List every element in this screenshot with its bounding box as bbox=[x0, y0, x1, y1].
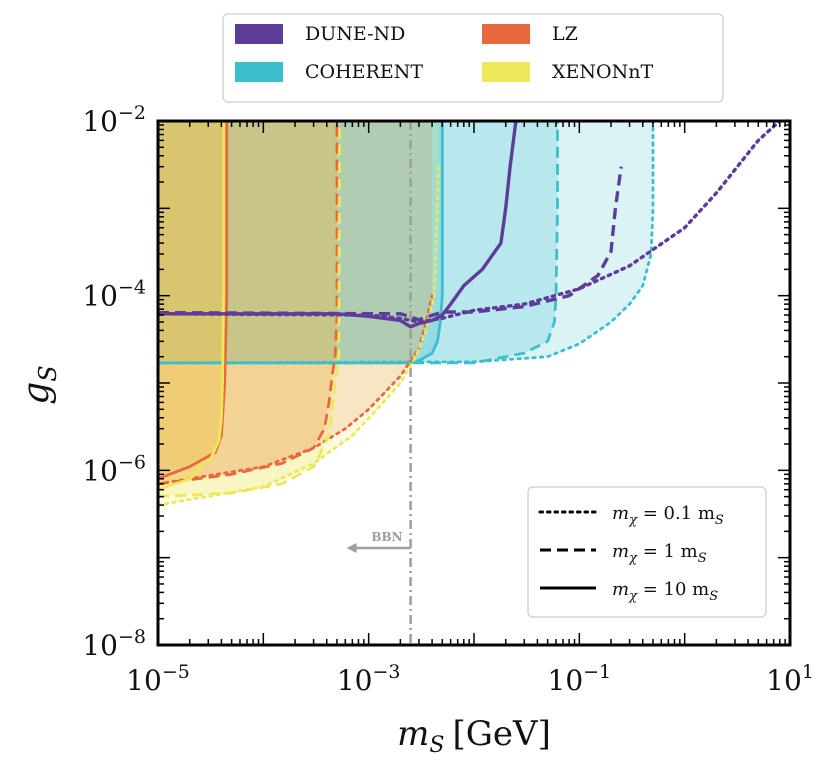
y-tick-label: 10−6 bbox=[82, 451, 146, 487]
experiment-legend-box bbox=[222, 13, 724, 103]
x-tick-label: 10−3 bbox=[337, 661, 401, 697]
bbn-label: BBN bbox=[371, 530, 402, 544]
legend-label-coherent: COHERENT bbox=[305, 61, 423, 83]
curve-xenonnt-dotted bbox=[158, 165, 440, 507]
curve-dune-nd-dotted bbox=[158, 121, 782, 324]
region-lz-solid bbox=[158, 121, 227, 479]
curve-coherent-dashed bbox=[158, 121, 559, 365]
legend-swatch-xenonnt bbox=[482, 62, 530, 82]
legend-label-xenonnt: XENONnT bbox=[552, 61, 653, 83]
legend-swatch-lz bbox=[482, 24, 530, 44]
curve-dune-nd-solid bbox=[158, 121, 518, 329]
x-tick-label: 10−5 bbox=[126, 661, 190, 697]
x-axis-title: mS [GeV] bbox=[397, 714, 551, 758]
legend-style-label-dashed: mχ = 1 mS bbox=[612, 541, 707, 566]
region-lz-dashed bbox=[158, 121, 337, 484]
bbn-arrowhead bbox=[346, 543, 357, 553]
bbn-bound: BBN bbox=[346, 121, 412, 645]
curve-xenonnt-solid bbox=[158, 121, 225, 492]
legend-style-label-dotted: mχ = 0.1 mS bbox=[612, 503, 724, 528]
x-tick-label: 101 bbox=[766, 661, 814, 697]
curve-lz-dotted bbox=[158, 294, 434, 486]
curve-dune-nd-dashed bbox=[158, 166, 623, 322]
y-tick-label: 10−8 bbox=[82, 626, 146, 662]
axes: 10−5 10−3 10−1 101 10−8 10−6 10−4 10−2 mS [GeV] gS bbox=[16, 102, 814, 758]
y-axis-title: gS bbox=[16, 365, 62, 405]
linestyle-legend: mχ = 0.1 mS mχ = 1 mS mχ = 10 mS bbox=[527, 486, 767, 618]
y-tick-label: 10−2 bbox=[82, 102, 146, 138]
legend-label-lz: LZ bbox=[552, 23, 578, 45]
y-tick-label: 10−4 bbox=[82, 277, 146, 313]
legend-swatch-dune-nd bbox=[235, 24, 283, 44]
legend-swatch-coherent bbox=[235, 62, 283, 82]
curve-lz-dashed bbox=[158, 121, 339, 486]
region-xenonnt-solid bbox=[158, 121, 224, 490]
experiment-legend: DUNE-ND COHERENT LZ XENONnT bbox=[222, 13, 724, 103]
region-coherent-dashed bbox=[158, 121, 558, 363]
x-tick-label: 10−1 bbox=[548, 661, 612, 697]
region-xenonnt-dashed bbox=[158, 121, 340, 497]
curve-xenonnt-dashed bbox=[158, 121, 341, 498]
linestyle-legend-box bbox=[527, 486, 767, 618]
sensitivity-curves bbox=[158, 121, 782, 507]
curve-coherent-solid bbox=[158, 121, 444, 365]
curve-lz-solid bbox=[158, 121, 229, 481]
legend-label-dune-nd: DUNE-ND bbox=[305, 23, 405, 45]
legend-style-label-solid: mχ = 10 mS bbox=[612, 579, 718, 604]
curve-coherent-dotted bbox=[158, 121, 655, 365]
region-coherent-solid bbox=[158, 121, 443, 363]
